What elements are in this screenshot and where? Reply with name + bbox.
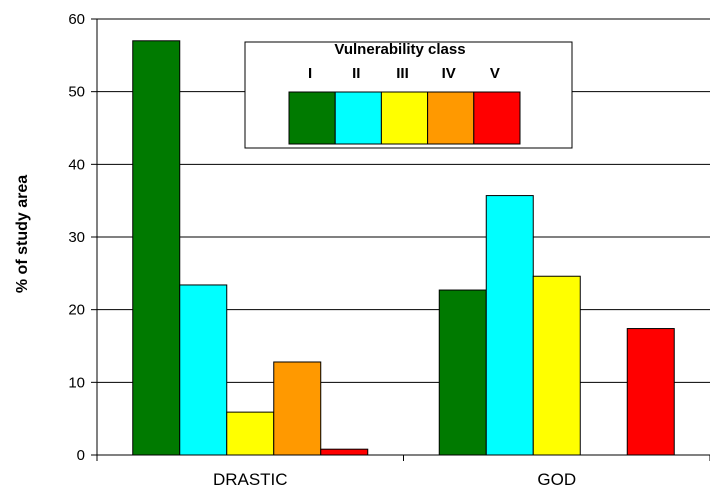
legend-label-class-ii: II	[352, 65, 360, 82]
legend-label-class-iii: III	[396, 65, 409, 82]
bar-god-class-v	[626, 328, 675, 456]
legend-swatch-class-iii	[380, 91, 429, 145]
bar-drastic-class-iii	[226, 411, 275, 456]
y-tick-label: 40	[68, 156, 85, 173]
bar-drastic-class-ii	[179, 284, 228, 456]
bar-drastic-class-v	[320, 448, 369, 456]
legend: Vulnerability class I II III IV V	[244, 41, 573, 149]
legend-label-class-i: I	[308, 65, 312, 82]
y-tick-label: 20	[68, 302, 85, 319]
x-category-label: GOD	[537, 470, 576, 489]
legend-swatch-class-i	[288, 91, 336, 145]
x-category-label: DRASTIC	[213, 470, 288, 489]
legend-items: I II III IV V	[288, 65, 521, 145]
legend-swatch-class-iv	[427, 91, 475, 145]
y-tick-label: 60	[68, 11, 85, 28]
x-category-labels: DRASTIC GOD	[213, 470, 576, 489]
bar-god-class-i	[438, 289, 487, 456]
bar-god-class-ii	[485, 195, 534, 456]
y-tick-label: 0	[77, 447, 85, 464]
legend-label-class-v: V	[490, 65, 500, 82]
y-axis-label: % of study area	[14, 175, 31, 293]
legend-label-class-iv: IV	[442, 65, 456, 82]
y-tick-label: 30	[68, 229, 85, 246]
axes	[91, 18, 710, 461]
bar-god-class-iii	[532, 275, 581, 456]
y-tick-label: 10	[68, 374, 85, 391]
y-tick-labels: 0 10 20 30 40 50 60	[68, 11, 85, 464]
bar-drastic-class-iv	[273, 361, 322, 456]
bar-drastic-class-i	[132, 40, 181, 456]
bars	[132, 40, 675, 456]
legend-swatch-class-ii	[334, 91, 382, 145]
legend-title: Vulnerability class	[334, 41, 465, 58]
y-tick-label: 50	[68, 84, 85, 101]
legend-swatch-class-v	[473, 91, 521, 145]
